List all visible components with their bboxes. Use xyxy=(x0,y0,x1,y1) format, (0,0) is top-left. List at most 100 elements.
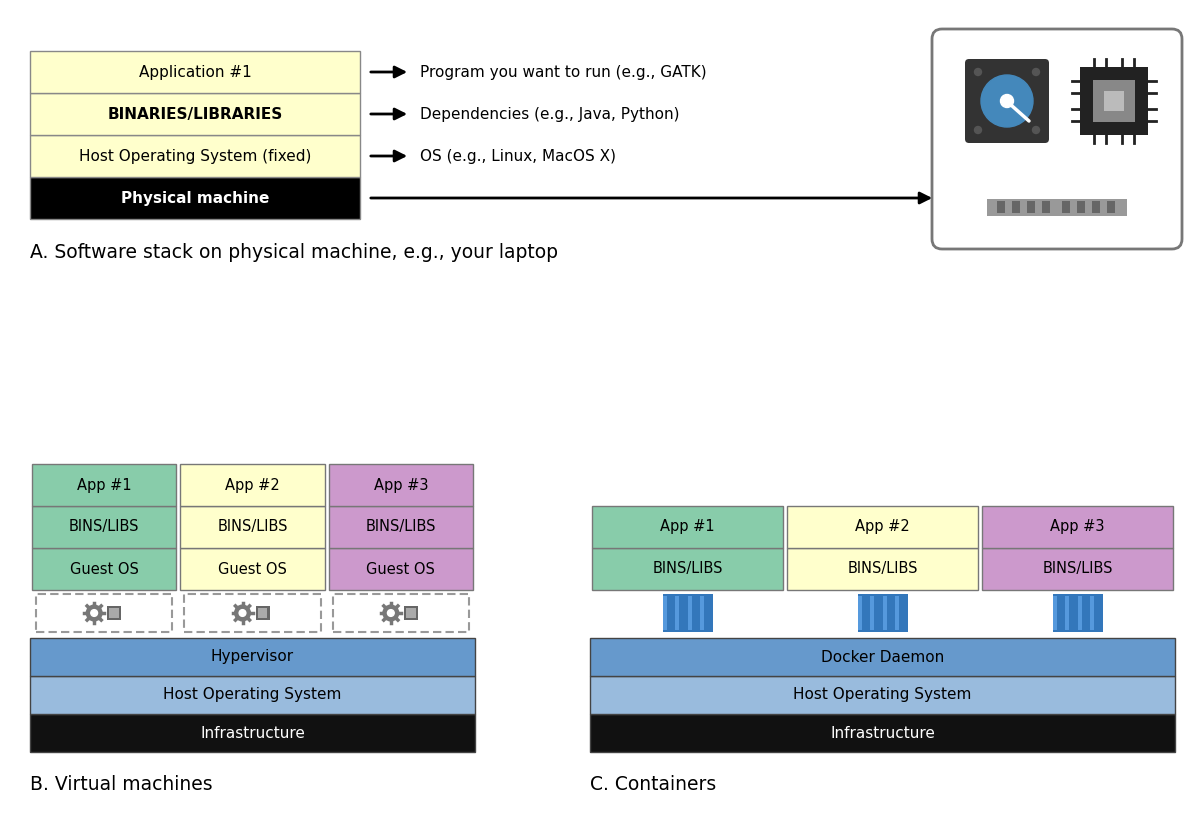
FancyBboxPatch shape xyxy=(256,606,270,620)
Text: App #1: App #1 xyxy=(660,519,715,535)
Circle shape xyxy=(1001,95,1014,107)
Text: BINS/LIBS: BINS/LIBS xyxy=(847,561,918,577)
FancyBboxPatch shape xyxy=(662,596,667,630)
Text: Physical machine: Physical machine xyxy=(121,190,269,205)
Circle shape xyxy=(974,68,982,76)
FancyBboxPatch shape xyxy=(404,606,418,620)
FancyBboxPatch shape xyxy=(1066,596,1069,630)
FancyBboxPatch shape xyxy=(109,608,119,618)
FancyBboxPatch shape xyxy=(1104,91,1123,110)
FancyBboxPatch shape xyxy=(870,596,875,630)
Text: BINS/LIBS: BINS/LIBS xyxy=(68,519,139,535)
Circle shape xyxy=(974,127,982,133)
FancyBboxPatch shape xyxy=(1106,201,1115,213)
FancyBboxPatch shape xyxy=(662,594,713,632)
FancyBboxPatch shape xyxy=(982,548,1174,590)
Circle shape xyxy=(383,606,398,620)
Text: BINARIES/LIBRARIES: BINARIES/LIBRARIES xyxy=(107,106,283,121)
FancyBboxPatch shape xyxy=(1026,201,1036,213)
FancyBboxPatch shape xyxy=(1052,594,1103,632)
Circle shape xyxy=(86,606,102,620)
FancyBboxPatch shape xyxy=(1092,201,1100,213)
FancyBboxPatch shape xyxy=(882,596,887,630)
Text: Infrastructure: Infrastructure xyxy=(200,725,305,741)
FancyBboxPatch shape xyxy=(590,638,1175,676)
Text: BINS/LIBS: BINS/LIBS xyxy=(366,519,436,535)
Text: Dependencies (e.g., Java, Python): Dependencies (e.g., Java, Python) xyxy=(420,106,679,121)
FancyBboxPatch shape xyxy=(32,548,176,590)
Text: BINS/LIBS: BINS/LIBS xyxy=(1043,561,1112,577)
Text: Docker Daemon: Docker Daemon xyxy=(821,649,944,664)
FancyBboxPatch shape xyxy=(590,676,1175,714)
FancyBboxPatch shape xyxy=(688,596,692,630)
Text: Host Operating System: Host Operating System xyxy=(793,687,972,703)
FancyBboxPatch shape xyxy=(30,714,475,752)
FancyBboxPatch shape xyxy=(258,608,268,618)
FancyBboxPatch shape xyxy=(674,596,679,630)
Text: BINS/LIBS: BINS/LIBS xyxy=(653,561,722,577)
FancyBboxPatch shape xyxy=(700,596,704,630)
FancyBboxPatch shape xyxy=(1093,80,1135,122)
Text: Guest OS: Guest OS xyxy=(70,561,139,577)
FancyBboxPatch shape xyxy=(592,548,784,590)
FancyBboxPatch shape xyxy=(965,59,1049,143)
Circle shape xyxy=(235,606,250,620)
FancyBboxPatch shape xyxy=(932,29,1182,249)
Text: BINS/LIBS: BINS/LIBS xyxy=(217,519,288,535)
Circle shape xyxy=(1032,127,1039,133)
Text: A. Software stack on physical machine, e.g., your laptop: A. Software stack on physical machine, e… xyxy=(30,242,558,261)
Circle shape xyxy=(239,610,246,616)
FancyBboxPatch shape xyxy=(1090,596,1094,630)
FancyBboxPatch shape xyxy=(180,464,325,506)
Text: App #2: App #2 xyxy=(856,519,910,535)
FancyBboxPatch shape xyxy=(30,135,360,177)
FancyBboxPatch shape xyxy=(185,594,320,632)
FancyBboxPatch shape xyxy=(332,594,469,632)
FancyBboxPatch shape xyxy=(406,608,415,618)
Text: Host Operating System: Host Operating System xyxy=(163,687,342,703)
FancyBboxPatch shape xyxy=(30,177,360,219)
FancyBboxPatch shape xyxy=(996,201,1006,213)
FancyBboxPatch shape xyxy=(1076,201,1085,213)
Text: Program you want to run (e.g., GATK): Program you want to run (e.g., GATK) xyxy=(420,64,707,79)
FancyBboxPatch shape xyxy=(1042,201,1050,213)
Text: Guest OS: Guest OS xyxy=(366,561,436,577)
FancyBboxPatch shape xyxy=(858,596,862,630)
FancyBboxPatch shape xyxy=(329,548,473,590)
FancyBboxPatch shape xyxy=(895,596,899,630)
Text: B. Virtual machines: B. Virtual machines xyxy=(30,775,212,794)
FancyBboxPatch shape xyxy=(30,638,475,676)
FancyBboxPatch shape xyxy=(858,594,907,632)
Text: OS (e.g., Linux, MacOS X): OS (e.g., Linux, MacOS X) xyxy=(420,148,616,163)
FancyBboxPatch shape xyxy=(32,464,176,506)
Text: Infrastructure: Infrastructure xyxy=(830,725,935,741)
FancyBboxPatch shape xyxy=(107,606,121,620)
FancyBboxPatch shape xyxy=(30,676,475,714)
Text: Host Operating System (fixed): Host Operating System (fixed) xyxy=(79,148,311,163)
FancyBboxPatch shape xyxy=(1062,201,1070,213)
Text: App #3: App #3 xyxy=(373,477,428,493)
FancyBboxPatch shape xyxy=(180,506,325,548)
FancyBboxPatch shape xyxy=(590,714,1175,752)
FancyBboxPatch shape xyxy=(329,464,473,506)
FancyBboxPatch shape xyxy=(30,51,360,93)
FancyBboxPatch shape xyxy=(592,506,784,548)
Circle shape xyxy=(982,75,1033,127)
FancyBboxPatch shape xyxy=(787,548,978,590)
Text: App #3: App #3 xyxy=(1050,519,1105,535)
FancyBboxPatch shape xyxy=(1078,596,1082,630)
Circle shape xyxy=(1032,68,1039,76)
FancyBboxPatch shape xyxy=(1052,596,1057,630)
FancyBboxPatch shape xyxy=(36,594,173,632)
Text: App #1: App #1 xyxy=(77,477,132,493)
Text: Hypervisor: Hypervisor xyxy=(211,649,294,664)
FancyBboxPatch shape xyxy=(32,506,176,548)
Text: C. Containers: C. Containers xyxy=(590,775,716,794)
FancyBboxPatch shape xyxy=(1012,201,1020,213)
FancyBboxPatch shape xyxy=(982,506,1174,548)
FancyBboxPatch shape xyxy=(30,93,360,135)
FancyBboxPatch shape xyxy=(1080,67,1148,135)
FancyBboxPatch shape xyxy=(329,506,473,548)
Circle shape xyxy=(388,610,395,616)
FancyBboxPatch shape xyxy=(180,548,325,590)
